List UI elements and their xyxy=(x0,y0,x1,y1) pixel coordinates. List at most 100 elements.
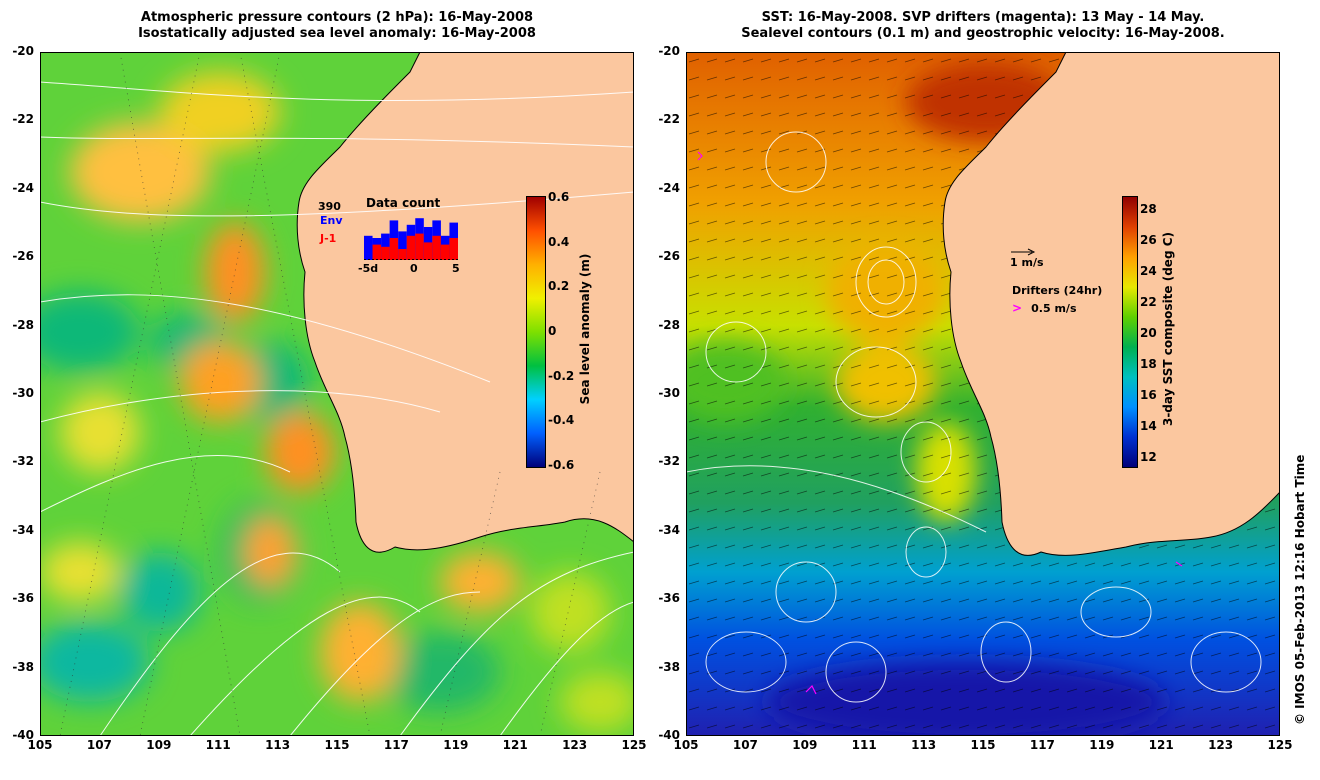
x-tick-label: 105 xyxy=(673,738,699,752)
y-tick-label: -32 xyxy=(658,454,680,469)
sea-level-colorbar xyxy=(526,196,546,468)
y-tick-label: -30 xyxy=(12,386,34,400)
drifter-legend: Drifters (24hr) > 0.5 m/s xyxy=(1012,284,1102,316)
sst-map xyxy=(686,52,1280,736)
x-tick-label: 105 xyxy=(27,738,53,752)
data-count-bar-j-1 xyxy=(440,244,450,260)
x-tick-label: 113 xyxy=(911,738,937,752)
sea-level-colorbar-label: Sea level anomaly (m) xyxy=(578,253,592,405)
x-tick-label: 117 xyxy=(383,738,409,752)
data-count-bar-j-1 xyxy=(389,238,399,260)
data-count-bar-j-1 xyxy=(381,246,390,260)
x-tick-label: 119 xyxy=(443,738,469,752)
y-tick-label: -26 xyxy=(658,249,680,264)
drifter-symbol-icon: > xyxy=(1012,301,1023,315)
legend-env: Env xyxy=(320,214,343,227)
colorbar-tick-label: -0.2 xyxy=(548,368,575,383)
x-tick-label: 117 xyxy=(1029,738,1055,752)
y-tick-label: -30 xyxy=(658,386,680,400)
y-tick-label: -36 xyxy=(12,591,34,606)
velocity-scale: 1 m/s xyxy=(1010,248,1044,269)
y-tick-label: -28 xyxy=(12,317,34,332)
colorbar-tick-label: 24 xyxy=(1140,264,1157,278)
x-tick-label: 107 xyxy=(86,738,112,752)
data-count-bars xyxy=(364,218,458,260)
left-panel-title: Atmospheric pressure contours (2 hPa): 1… xyxy=(40,10,634,42)
credit-line: © IMOS 05-Feb-2013 12:16 Hobart Time xyxy=(1293,454,1307,725)
y-tick-label: -34 xyxy=(658,522,680,537)
data-count-bar-env xyxy=(364,235,373,260)
colorbar-tick-label: 0 xyxy=(548,324,557,338)
colorbar-tick-label: 0.4 xyxy=(548,234,570,249)
x-tick-label: 115 xyxy=(970,738,996,752)
x-tick-label: 113 xyxy=(265,738,291,752)
velocity-scale-label: 1 m/s xyxy=(1010,256,1044,269)
x-tick-label: 121 xyxy=(502,738,528,752)
data-count-bar-j-1 xyxy=(398,249,407,260)
right-panel-title: SST: 16-May-2008. SVP drifters (magenta)… xyxy=(686,10,1280,42)
colorbar-tick-label: 22 xyxy=(1140,295,1157,309)
data-count-bar-env xyxy=(398,231,407,260)
y-tick-label: -20 xyxy=(658,44,680,58)
y-tick-label: -40 xyxy=(12,728,34,742)
y-tick-label: -22 xyxy=(658,112,680,127)
colorbar-tick-label: 14 xyxy=(1140,419,1157,433)
right-title-line2: Sealevel contours (0.1 m) and geostrophi… xyxy=(741,26,1225,41)
x-tick-label: 123 xyxy=(562,738,588,752)
legend-j1: J-1 xyxy=(320,232,337,245)
y-tick-label: -40 xyxy=(658,728,680,742)
data-count-bar-j-1 xyxy=(423,242,433,260)
data-count-inset: 390 Data count Env J-1 -5d 0 5 xyxy=(316,196,466,280)
y-tick-label: -20 xyxy=(12,44,34,58)
data-count-bar-j-1 xyxy=(449,238,458,260)
x-tick-label: 111 xyxy=(851,738,877,752)
land-australia xyxy=(296,52,634,553)
colorbar-tick-label: -0.6 xyxy=(548,458,575,472)
colorbar-tick-label: 18 xyxy=(1140,357,1157,371)
colorbar-tick-label: 0.6 xyxy=(548,190,570,204)
drifter-legend-label: 0.5 m/s xyxy=(1031,302,1077,315)
colorbar-tick-label: 20 xyxy=(1140,326,1157,340)
colorbar-tick-label: -0.4 xyxy=(548,413,575,428)
colorbar-tick-label: 28 xyxy=(1140,202,1157,216)
data-count-title: Data count xyxy=(366,196,441,210)
x-tick-label: 125 xyxy=(621,738,647,752)
x-tick-label: 109 xyxy=(146,738,172,752)
y-tick-label: -36 xyxy=(658,591,680,606)
data-count-bar-j-1 xyxy=(372,244,382,260)
data-count-bar-j-1 xyxy=(415,233,424,260)
velocity-arrow-icon xyxy=(1011,248,1036,256)
drifter-legend-title: Drifters (24hr) xyxy=(1012,284,1103,297)
dc-xtick-1: 0 xyxy=(410,262,418,275)
x-tick-label: 115 xyxy=(324,738,350,752)
data-count-number: 390 xyxy=(318,200,341,213)
sst-colorbar-label: 3-day SST composite (deg C) xyxy=(1161,231,1175,427)
left-title-line1: Atmospheric pressure contours (2 hPa): 1… xyxy=(140,10,534,25)
y-tick-label: -32 xyxy=(12,454,34,469)
dc-xtick-2: 5 xyxy=(452,262,460,275)
x-tick-label: 109 xyxy=(792,738,818,752)
x-tick-label: 119 xyxy=(1089,738,1115,752)
colorbar-tick-label: 16 xyxy=(1140,388,1157,402)
y-tick-label: -28 xyxy=(658,317,680,332)
y-tick-label: -38 xyxy=(12,659,34,674)
colorbar-tick-label: 26 xyxy=(1140,233,1157,247)
y-tick-label: -22 xyxy=(12,112,34,127)
land-australia xyxy=(942,52,1280,556)
data-count-bar-j-1 xyxy=(432,235,441,260)
colorbar-tick-label: 0.2 xyxy=(548,279,570,294)
x-tick-label: 107 xyxy=(732,738,758,752)
x-tick-label: 123 xyxy=(1208,738,1234,752)
y-tick-label: -24 xyxy=(12,180,34,195)
y-tick-label: -26 xyxy=(12,249,34,264)
dc-xtick-0: -5d xyxy=(358,262,379,275)
left-title-line2: Isostatically adjusted sea level anomaly… xyxy=(138,26,536,41)
y-tick-label: -24 xyxy=(658,180,680,195)
right-title-line1: SST: 16-May-2008. SVP drifters (magenta)… xyxy=(761,10,1205,25)
y-tick-label: -38 xyxy=(658,659,680,674)
x-tick-label: 125 xyxy=(1267,738,1293,752)
x-tick-label: 111 xyxy=(205,738,231,752)
y-tick-label: -34 xyxy=(12,522,34,537)
x-tick-label: 121 xyxy=(1148,738,1174,752)
colorbar-tick-label: 12 xyxy=(1140,450,1157,464)
